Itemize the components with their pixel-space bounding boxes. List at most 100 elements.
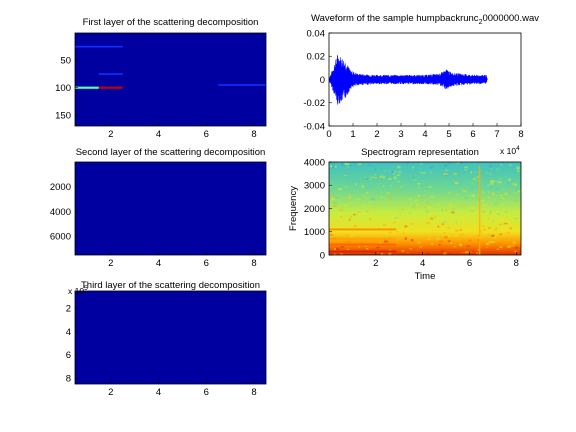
spectrogram-speckle xyxy=(329,185,332,188)
spectrogram-speckle xyxy=(519,235,521,238)
third-layer-title: Third layer of the scattering decomposit… xyxy=(81,280,260,291)
spectrogram-speckle xyxy=(345,234,349,237)
spectrogram-speckle xyxy=(426,201,429,203)
spectrogram-speckle xyxy=(347,165,350,168)
third-layer-y-tick-label: 4 xyxy=(66,327,71,338)
spectrogram-speckle xyxy=(430,166,433,169)
spectrogram-speckle xyxy=(462,190,467,193)
spectrogram-x-ticks: 2 4 6 8 xyxy=(373,252,519,269)
waveform-y-ticks: 0.04 0.02 0 -0.02 -0.04 xyxy=(303,28,332,132)
spectrogram-speckle xyxy=(456,200,459,202)
spectrogram-speckle xyxy=(482,228,487,231)
spectrogram-speckle xyxy=(495,210,500,214)
spectrogram-base xyxy=(329,162,521,255)
spectrogram-speckle xyxy=(453,246,456,248)
spectrogram-speckle xyxy=(470,226,473,230)
third-layer-y-tick-label: 2 xyxy=(66,304,71,315)
spectrogram-x-tick-label: 8 xyxy=(514,258,519,269)
spectrogram-speckle xyxy=(332,230,335,233)
spectrogram-speckle xyxy=(459,243,463,247)
spectrogram-speckle xyxy=(395,223,399,226)
spectrogram-speckle xyxy=(344,204,348,207)
first-layer-row xyxy=(75,86,99,89)
spectrogram-speckle xyxy=(448,191,451,194)
spectrogram-speckle xyxy=(426,215,430,218)
spectrogram-speckle xyxy=(417,241,421,244)
spectrogram-speckle xyxy=(338,188,342,191)
spectrogram-speckle xyxy=(426,206,430,208)
third-layer-y-ticks: 2 4 6 8 xyxy=(66,304,78,384)
spectrogram-speckle xyxy=(436,237,440,240)
spectrogram-speckle xyxy=(488,227,491,229)
spectrogram-speckle xyxy=(464,166,469,169)
spectrogram-speckle xyxy=(331,163,335,165)
spectrogram-speckle xyxy=(434,215,437,218)
spectrogram-speckle xyxy=(431,215,434,219)
spectrogram-speckle xyxy=(347,241,351,243)
spectrogram-speckle xyxy=(378,183,382,185)
spectrogram-speckle xyxy=(418,186,421,188)
spectrogram-speckle xyxy=(389,185,392,187)
first-layer-row xyxy=(98,73,123,75)
spectrogram-speckle xyxy=(489,172,492,176)
spectrogram-speckle xyxy=(491,234,495,237)
spectrogram-speckle xyxy=(383,170,387,172)
spectrogram-speckle xyxy=(501,197,504,199)
spectrogram-speckle xyxy=(448,162,451,165)
spectrogram-x-tick-label: 2 xyxy=(373,258,378,269)
spectrogram-speckle xyxy=(450,242,453,245)
spectrogram-x-exponent: x 104 xyxy=(500,145,520,156)
spectrogram-speckle xyxy=(514,217,518,220)
spectrogram-speckle xyxy=(409,248,413,250)
spectrogram-speckle xyxy=(341,236,344,239)
spectrogram-speckle xyxy=(485,242,488,245)
spectrogram-speckle xyxy=(463,213,467,215)
spectrogram-speckle xyxy=(426,252,430,255)
spectrogram-speckle xyxy=(411,217,413,219)
spectrogram-speckle xyxy=(516,168,520,171)
waveform-title-subscript: 2 xyxy=(479,19,483,26)
first-layer-background xyxy=(75,33,266,126)
spectrogram-speckle xyxy=(370,198,375,201)
spectrogram-speckle xyxy=(348,222,352,224)
spectrogram-speckle xyxy=(347,197,352,199)
spectrogram-speckle xyxy=(464,217,469,219)
second-layer-frame xyxy=(74,161,267,256)
spectrogram-speckle xyxy=(462,205,466,207)
spectrogram-speckle xyxy=(365,247,369,250)
spectrogram-speckle xyxy=(396,172,399,175)
spectrogram-speckle xyxy=(379,242,382,244)
spectrogram-speckle xyxy=(487,184,490,186)
spectrogram-speckle xyxy=(445,169,449,172)
spectrogram-x-tick-label: 6 xyxy=(467,258,472,269)
spectrogram-speckle xyxy=(446,163,450,165)
spectrogram-x-exponent-power: 4 xyxy=(516,145,520,152)
first-layer-row xyxy=(218,84,266,86)
panel-second-layer: Second layer of the scattering decomposi… xyxy=(50,147,267,269)
spectrogram-speckle xyxy=(492,220,495,223)
spectrogram-speckle xyxy=(369,164,372,166)
first-layer-x-tick-label: 6 xyxy=(204,129,209,140)
spectrogram-speckle xyxy=(407,212,410,214)
second-layer-y-ticks: 2000 4000 6000 xyxy=(50,182,78,243)
spectrogram-speckle xyxy=(383,232,388,234)
spectrogram-speckle xyxy=(422,185,424,188)
spectrogram-speckle xyxy=(444,236,448,239)
spectrogram-speckle xyxy=(422,223,425,225)
spectrogram-speckle xyxy=(500,248,504,250)
spectrogram-speckle xyxy=(416,248,420,251)
spectrogram-speckle xyxy=(499,233,503,236)
spectrogram-speckle xyxy=(507,245,511,248)
waveform-x-tick-label: 5 xyxy=(446,129,451,140)
spectrogram-speckle xyxy=(392,173,395,175)
spectrogram-speckle xyxy=(489,210,492,214)
waveform-x-tick-label: 0 xyxy=(326,129,331,140)
spectrogram-speckle xyxy=(464,251,469,254)
spectrogram-speckle xyxy=(514,192,517,194)
spectrogram-speckle xyxy=(373,169,377,171)
spectrogram-speckle xyxy=(470,210,474,212)
spectrogram-speckle xyxy=(401,249,405,253)
spectrogram-speckle xyxy=(438,240,443,243)
spectrogram-speckle xyxy=(472,215,475,218)
spectrogram-speckle xyxy=(495,180,498,183)
